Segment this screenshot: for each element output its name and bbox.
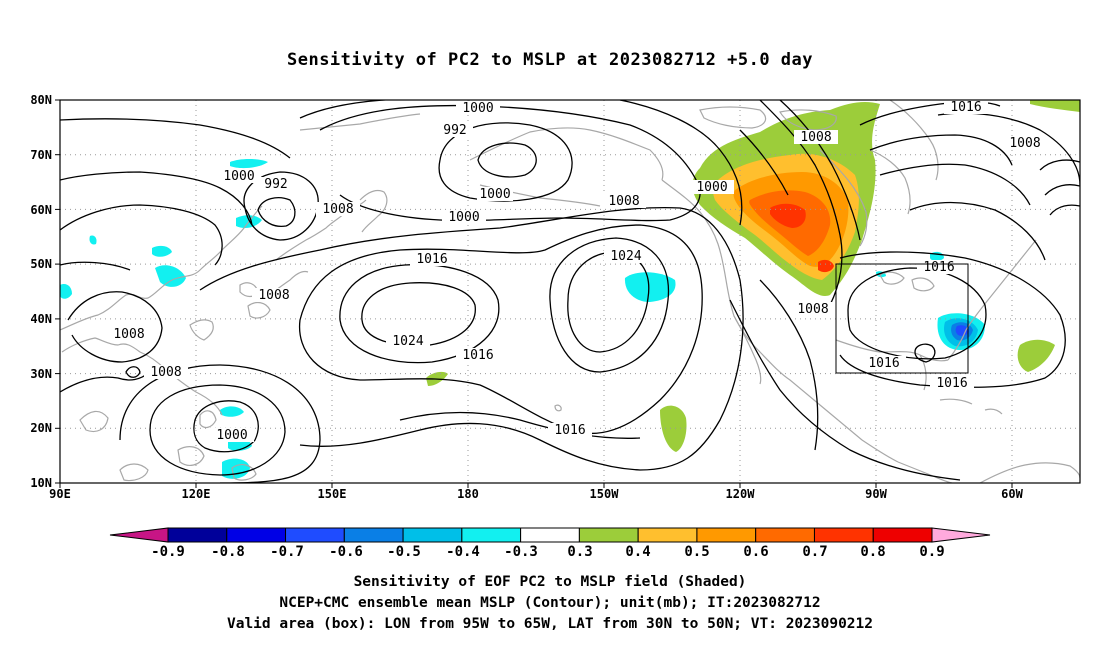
contour-labels: 1000 992 1008 1016 1008 1000 992 1000 10… — [113, 100, 1041, 443]
contour-label: 1008 — [322, 202, 353, 217]
latitude-labels: 80N 70N 60N 50N 40N 30N 20N 10N — [30, 93, 52, 490]
colorbar: -0.9 -0.8 -0.7 -0.6 -0.5 -0.4 -0.3 0.3 0… — [109, 527, 991, 560]
contour-label: 1016 — [950, 100, 981, 115]
lat-label: 60N — [30, 203, 52, 217]
caption-line-3: Valid area (box): LON from 95W to 65W, L… — [226, 616, 873, 632]
colorbar-label: 0.8 — [860, 544, 885, 560]
contour-label: 1016 — [936, 376, 967, 391]
contour-label: 1008 — [1009, 136, 1040, 151]
contour-label: 1008 — [797, 302, 828, 317]
lat-label: 70N — [30, 148, 52, 162]
colorbar-swatch — [637, 527, 698, 543]
contour-label: 1008 — [113, 327, 144, 342]
contour-label: 992 — [264, 177, 287, 192]
colorbar-label: -0.4 — [446, 544, 480, 560]
lon-label: 60W — [1001, 487, 1023, 501]
contour-label: 1000 — [696, 180, 727, 195]
axis-ticks — [55, 99, 1013, 488]
sensitivity-shading — [60, 100, 1080, 479]
mslp-contours — [60, 100, 1080, 483]
colorbar-swatch — [285, 527, 345, 543]
contour-label: 1024 — [392, 334, 423, 349]
contour-label: 1016 — [868, 356, 899, 371]
contour-label: 1016 — [416, 252, 447, 267]
contour-label: 1000 — [448, 210, 479, 225]
colorbar-label: 0.6 — [743, 544, 768, 560]
caption-line-1: Sensitivity of EOF PC2 to MSLP field (Sh… — [353, 574, 747, 590]
colorbar-swatch — [343, 527, 404, 543]
lat-label: 50N — [30, 257, 52, 271]
contour-label: 1000 — [462, 101, 493, 116]
colorbar-label: -0.5 — [387, 544, 421, 560]
colorbar-high-arrow — [931, 527, 991, 543]
lon-label: 150W — [590, 487, 620, 501]
longitude-labels: 90E 120E 150E 180 150W 120W 90W 60W — [49, 487, 1023, 501]
colorbar-swatch — [813, 527, 874, 543]
colorbar-swatch — [520, 527, 580, 543]
colorbar-swatch — [167, 527, 228, 543]
colorbar-label: -0.6 — [329, 544, 363, 560]
contour-label: 1016 — [923, 260, 954, 275]
contour-label: 1016 — [462, 348, 493, 363]
contour-label: 992 — [443, 123, 466, 138]
colorbar-swatch — [461, 527, 522, 543]
colorbar-labels: -0.9 -0.8 -0.7 -0.6 -0.5 -0.4 -0.3 0.3 0… — [151, 544, 945, 560]
lat-label: 20N — [30, 421, 52, 435]
colorbar-label: -0.9 — [151, 544, 185, 560]
colorbar-label: -0.7 — [270, 544, 304, 560]
lat-label: 40N — [30, 312, 52, 326]
coastlines — [60, 100, 1080, 483]
colorbar-swatch — [755, 527, 815, 543]
colorbar-boxes — [167, 527, 933, 543]
lat-label: 80N — [30, 93, 52, 107]
lon-label: 90W — [865, 487, 887, 501]
colorbar-label: -0.8 — [211, 544, 245, 560]
colorbar-low-arrow — [109, 527, 169, 543]
colorbar-label: -0.3 — [504, 544, 538, 560]
colorbar-label: 0.9 — [919, 544, 944, 560]
contour-label: 1016 — [554, 423, 585, 438]
colorbar-swatch — [578, 527, 639, 543]
colorbar-label: 0.7 — [802, 544, 827, 560]
shading-blue-dark — [955, 325, 969, 336]
contour-label: 1008 — [258, 288, 289, 303]
contour-label: 1024 — [610, 249, 641, 264]
lon-label: 120E — [182, 487, 211, 501]
valid-area-box — [835, 263, 969, 374]
shading-red-2 — [818, 259, 834, 273]
caption-line-2: NCEP+CMC ensemble mean MSLP (Contour); u… — [279, 595, 821, 611]
map-frame — [59, 99, 1081, 484]
colorbar-swatch — [696, 527, 757, 543]
lon-label: 180 — [457, 487, 479, 501]
lat-label: 10N — [30, 476, 52, 490]
colorbar-label: 0.5 — [684, 544, 709, 560]
lon-label: 120W — [726, 487, 756, 501]
lon-label: 150E — [318, 487, 347, 501]
colorbar-label: 0.4 — [625, 544, 650, 560]
contour-label: 1000 — [216, 428, 247, 443]
contour-label: 1008 — [608, 194, 639, 209]
plot-title: Sensitivity of PC2 to MSLP at 2023082712… — [286, 50, 813, 70]
figure-caption: Sensitivity of EOF PC2 to MSLP field (Sh… — [0, 572, 1100, 635]
colorbar-swatch — [226, 527, 287, 543]
lat-label: 30N — [30, 367, 52, 381]
colorbar-swatch — [872, 527, 933, 543]
contour-label: 1008 — [800, 130, 831, 145]
contour-label: 1008 — [150, 365, 181, 380]
contour-label: 1000 — [479, 187, 510, 202]
lon-label: 90E — [49, 487, 71, 501]
shading-red — [770, 203, 806, 228]
colorbar-label: 0.3 — [567, 544, 592, 560]
contour-label: 1000 — [223, 169, 254, 184]
colorbar-swatch — [402, 527, 463, 543]
